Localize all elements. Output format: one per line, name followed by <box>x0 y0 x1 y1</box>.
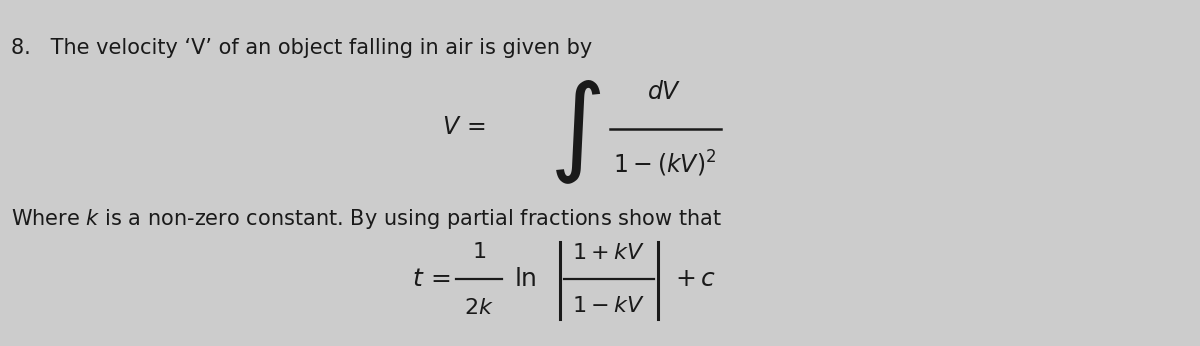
Text: $t\, =\,$: $t\, =\,$ <box>412 267 451 291</box>
Text: Where $k$ is a non-zero constant. By using partial fractions show that: Where $k$ is a non-zero constant. By usi… <box>11 208 722 231</box>
Text: $1-kV$: $1-kV$ <box>571 296 644 316</box>
Text: $+\,c$: $+\,c$ <box>674 267 715 291</box>
Text: 8.   The velocity ‘V’ of an object falling in air is given by: 8. The velocity ‘V’ of an object falling… <box>11 38 592 58</box>
Text: $2k$: $2k$ <box>463 298 493 318</box>
Text: $1+kV$: $1+kV$ <box>571 243 644 263</box>
Text: $\int$: $\int$ <box>550 78 601 185</box>
Text: $1-(kV)^2$: $1-(kV)^2$ <box>613 149 716 179</box>
Text: $\mathrm{ln}$: $\mathrm{ln}$ <box>514 267 536 291</box>
Text: $dV$: $dV$ <box>648 80 682 104</box>
Text: $V\, =\,$: $V\, =\,$ <box>442 115 486 139</box>
Text: $1$: $1$ <box>472 242 486 262</box>
